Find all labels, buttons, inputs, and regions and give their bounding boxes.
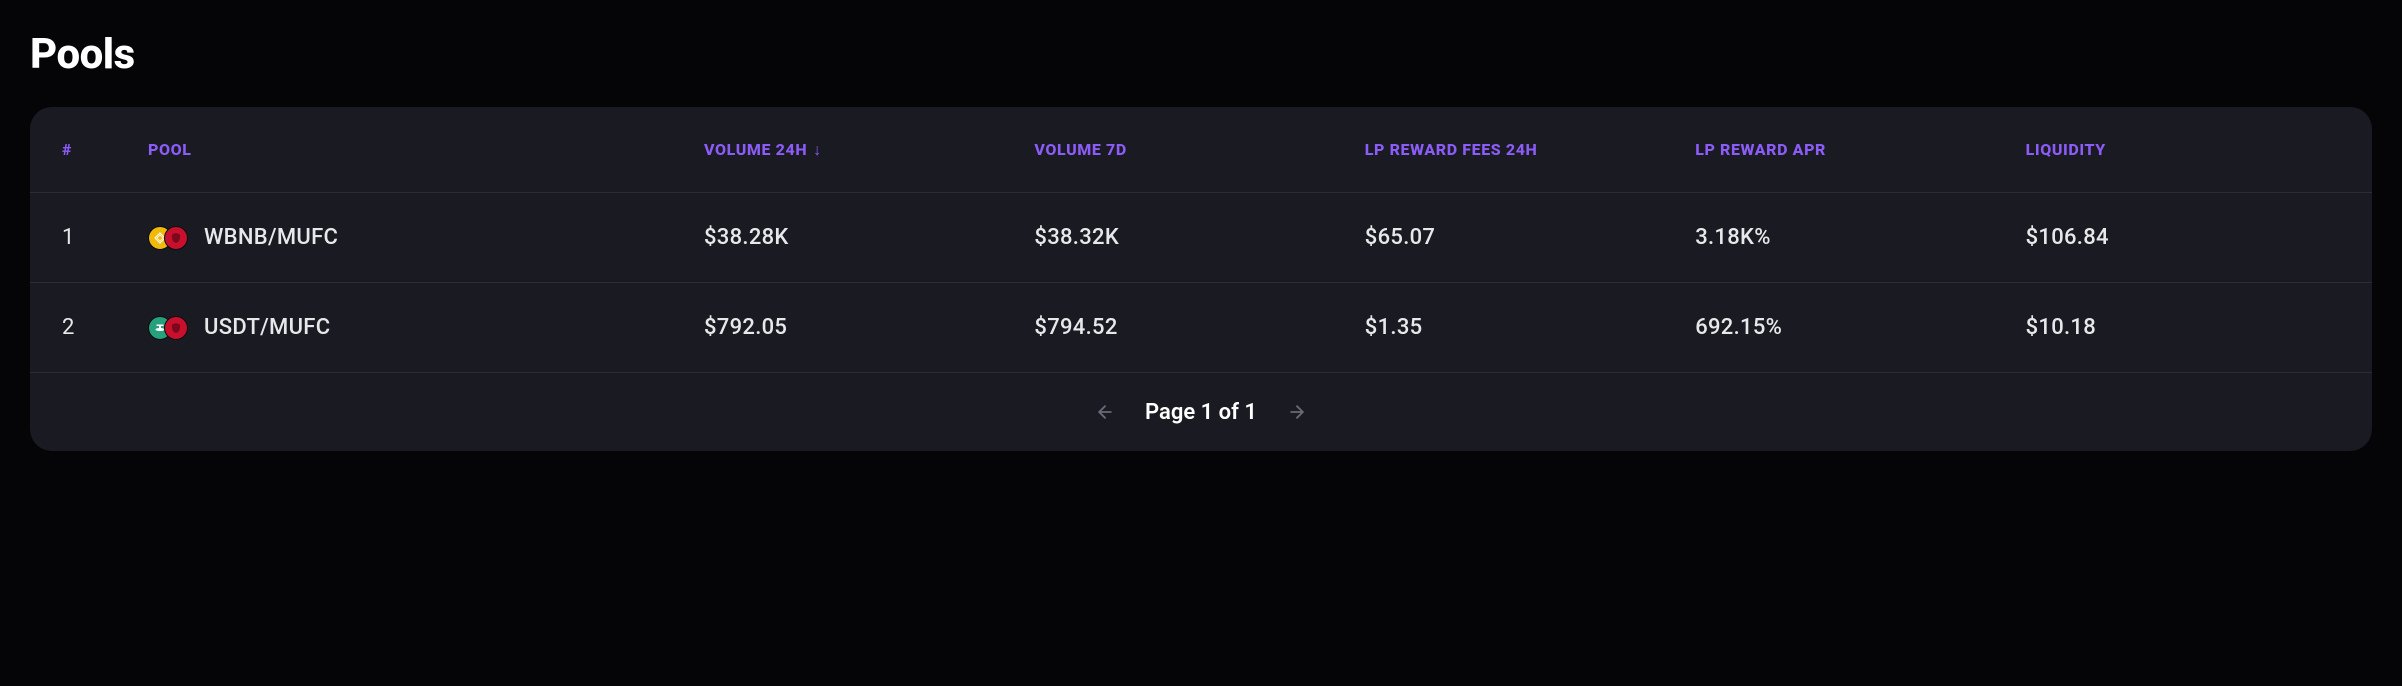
mufc-icon	[164, 316, 188, 340]
col-fees-24h-label: LP REWARD FEES 24H	[1365, 140, 1538, 159]
col-liquidity-label: LIQUIDITY	[2026, 140, 2106, 159]
row-index: 2	[62, 315, 132, 340]
table-row[interactable]: 2 USDT/MUFC $792.05 $794.52 $1.35 692.15% $10.…	[30, 283, 2372, 373]
pair-label: USDT/MUFC	[204, 315, 330, 340]
mufc-icon	[164, 226, 188, 250]
pair-label: WBNB/MUFC	[204, 225, 338, 250]
sort-arrow-down-icon: ↓	[813, 140, 822, 160]
arrow-left-icon	[1095, 402, 1115, 422]
cell-fees-24h: $65.07	[1365, 225, 1679, 250]
pool-cell: USDT/MUFC	[148, 315, 688, 340]
page-title: Pools	[30, 30, 2372, 79]
col-pool[interactable]: POOL	[148, 140, 688, 159]
row-index: 1	[62, 225, 132, 250]
pair-icons	[148, 316, 188, 340]
col-volume-7d[interactable]: VOLUME 7D	[1034, 140, 1348, 159]
pools-table: # POOL VOLUME 24H ↓ VOLUME 7D LP REWARD …	[30, 107, 2372, 451]
arrow-right-icon	[1287, 402, 1307, 422]
col-liquidity[interactable]: LIQUIDITY	[2026, 140, 2340, 159]
next-page-button[interactable]	[1285, 400, 1309, 424]
cell-volume-7d: $38.32K	[1034, 225, 1348, 250]
cell-apr: 692.15%	[1695, 315, 2009, 340]
pagination: Page 1 of 1	[30, 373, 2372, 451]
cell-apr: 3.18K%	[1695, 225, 2009, 250]
col-pool-label: POOL	[148, 140, 192, 159]
prev-page-button[interactable]	[1093, 400, 1117, 424]
col-volume-24h[interactable]: VOLUME 24H ↓	[704, 140, 1018, 160]
col-index[interactable]: #	[62, 140, 132, 159]
page-indicator: Page 1 of 1	[1145, 400, 1257, 425]
cell-volume-24h: $792.05	[704, 315, 1018, 340]
col-apr-label: LP REWARD APR	[1695, 140, 1826, 159]
cell-volume-7d: $794.52	[1034, 315, 1348, 340]
pool-cell: WBNB/MUFC	[148, 225, 688, 250]
cell-volume-24h: $38.28K	[704, 225, 1018, 250]
table-row[interactable]: 1 WBNB/MUFC $38.28K $38.32K $65.07 3.18K% $106…	[30, 193, 2372, 283]
cell-liquidity: $106.84	[2026, 225, 2340, 250]
col-volume-24h-label: VOLUME 24H	[704, 140, 807, 159]
col-fees-24h[interactable]: LP REWARD FEES 24H	[1365, 140, 1679, 159]
pair-icons	[148, 226, 188, 250]
table-header-row: # POOL VOLUME 24H ↓ VOLUME 7D LP REWARD …	[30, 107, 2372, 193]
cell-liquidity: $10.18	[2026, 315, 2340, 340]
col-volume-7d-label: VOLUME 7D	[1034, 140, 1126, 159]
col-apr[interactable]: LP REWARD APR	[1695, 140, 2009, 159]
col-index-label: #	[62, 140, 72, 159]
cell-fees-24h: $1.35	[1365, 315, 1679, 340]
